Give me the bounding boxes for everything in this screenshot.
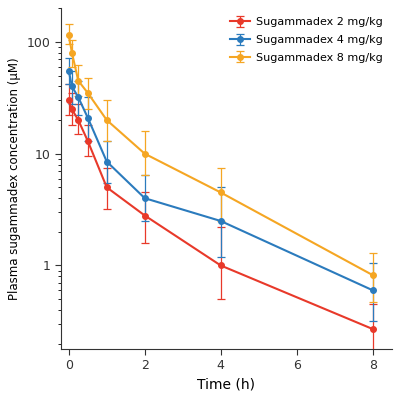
X-axis label: Time (h): Time (h) [198,378,256,392]
Legend: Sugammadex 2 mg/kg, Sugammadex 4 mg/kg, Sugammadex 8 mg/kg: Sugammadex 2 mg/kg, Sugammadex 4 mg/kg, … [227,14,386,66]
Y-axis label: Plasma sugammadex concentration (μM): Plasma sugammadex concentration (μM) [8,57,21,300]
